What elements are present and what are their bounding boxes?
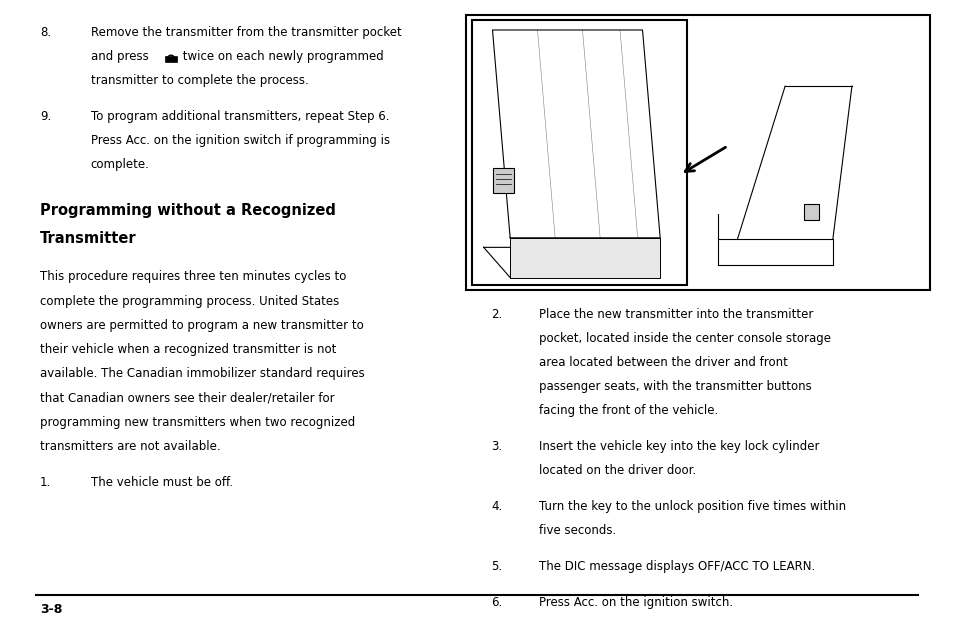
Text: located on the driver door.: located on the driver door. — [538, 464, 696, 477]
Bar — [803, 204, 819, 220]
Polygon shape — [510, 238, 659, 278]
Text: transmitters are not available.: transmitters are not available. — [40, 440, 220, 453]
Text: Remove the transmitter from the transmitter pocket: Remove the transmitter from the transmit… — [91, 26, 401, 38]
Text: To program additional transmitters, repeat Step 6.: To program additional transmitters, repe… — [91, 110, 389, 122]
Text: Turn the key to the unlock position five times within: Turn the key to the unlock position five… — [538, 500, 845, 513]
Text: their vehicle when a recognized transmitter is not: their vehicle when a recognized transmit… — [40, 343, 336, 356]
Polygon shape — [492, 30, 659, 238]
Text: owners are permitted to program a new transmitter to: owners are permitted to program a new tr… — [40, 319, 363, 332]
Text: Press Acc. on the ignition switch.: Press Acc. on the ignition switch. — [538, 596, 732, 609]
Text: transmitter to complete the process.: transmitter to complete the process. — [91, 74, 308, 87]
Polygon shape — [483, 248, 659, 278]
Text: programming new transmitters when two recognized: programming new transmitters when two re… — [40, 416, 355, 429]
Text: 3-8: 3-8 — [40, 603, 62, 616]
Text: 4.: 4. — [491, 500, 502, 513]
Text: 2.: 2. — [491, 308, 502, 320]
Text: complete.: complete. — [91, 158, 150, 171]
Text: Programming without a Recognized: Programming without a Recognized — [40, 203, 335, 218]
Bar — [465, 15, 929, 290]
Text: Insert the vehicle key into the key lock cylinder: Insert the vehicle key into the key lock… — [538, 440, 819, 453]
Text: area located between the driver and front: area located between the driver and fron… — [538, 356, 787, 369]
Text: available. The Canadian immobilizer standard requires: available. The Canadian immobilizer stan… — [40, 367, 364, 380]
Text: that Canadian owners see their dealer/retailer for: that Canadian owners see their dealer/re… — [40, 392, 335, 404]
Text: 5.: 5. — [491, 560, 502, 573]
Text: 6.: 6. — [491, 596, 502, 609]
Text: 8.: 8. — [40, 26, 51, 38]
Bar — [472, 20, 686, 285]
Text: 1.: 1. — [40, 476, 51, 489]
Text: Press Acc. on the ignition switch if programming is: Press Acc. on the ignition switch if pro… — [91, 134, 390, 147]
Text: pocket, located inside the center console storage: pocket, located inside the center consol… — [538, 332, 830, 345]
Text: Place the new transmitter into the transmitter: Place the new transmitter into the trans… — [538, 308, 813, 320]
Text: twice on each newly programmed: twice on each newly programmed — [179, 50, 383, 63]
Text: 9.: 9. — [40, 110, 51, 122]
Text: The DIC message displays OFF/ACC TO LEARN.: The DIC message displays OFF/ACC TO LEAR… — [538, 560, 815, 573]
Text: five seconds.: five seconds. — [538, 524, 616, 537]
Text: Transmitter: Transmitter — [40, 231, 136, 246]
Text: The vehicle must be off.: The vehicle must be off. — [91, 476, 233, 489]
Text: complete the programming process. United States: complete the programming process. United… — [40, 295, 339, 308]
Bar — [165, 56, 177, 62]
Text: passenger seats, with the transmitter buttons: passenger seats, with the transmitter bu… — [538, 380, 811, 393]
Text: and press: and press — [91, 50, 152, 63]
Text: This procedure requires three ten minutes cycles to: This procedure requires three ten minute… — [40, 271, 346, 283]
Text: 3.: 3. — [491, 440, 502, 453]
Text: facing the front of the vehicle.: facing the front of the vehicle. — [538, 404, 718, 417]
Bar — [493, 168, 514, 193]
